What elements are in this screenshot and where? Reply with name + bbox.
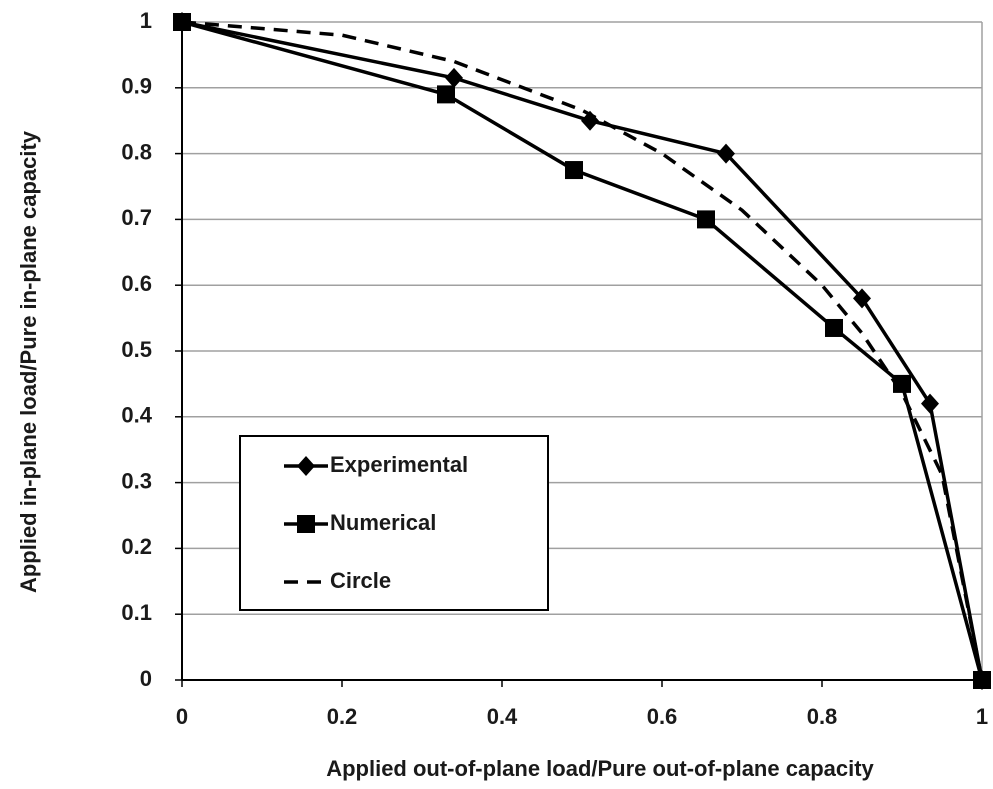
y-tick-label: 0.4	[121, 403, 152, 428]
y-tick-label: 0.3	[121, 468, 152, 493]
y-tick-label: 0.6	[121, 271, 152, 296]
legend-label: Numerical	[330, 510, 436, 535]
y-tick-label: 0.2	[121, 534, 152, 559]
x-tick-label: 0.8	[807, 704, 838, 729]
x-tick-label: 0.6	[647, 704, 678, 729]
diamond-marker	[853, 288, 871, 309]
legend-label: Experimental	[330, 452, 468, 477]
diamond-marker	[921, 393, 939, 414]
y-tick-label: 1	[140, 8, 152, 33]
diamond-marker	[445, 67, 463, 88]
y-tick-label: 0.5	[121, 337, 152, 362]
y-tick-label: 0.8	[121, 139, 152, 164]
diamond-marker	[297, 456, 315, 476]
y-axis-title: Applied in-plane load/Pure in-plane capa…	[16, 130, 41, 593]
x-tick-label: 0.4	[487, 704, 518, 729]
y-tick-label: 0	[140, 666, 152, 691]
y-tick-label: 0.9	[121, 74, 152, 99]
x-axis-title: Applied out-of-plane load/Pure out-of-pl…	[326, 756, 874, 781]
square-marker	[297, 515, 315, 533]
square-marker	[565, 161, 583, 180]
diamond-marker	[717, 143, 735, 164]
square-marker	[825, 318, 843, 337]
square-marker	[697, 210, 715, 229]
square-marker	[973, 671, 991, 689]
x-tick-label: 0	[176, 704, 188, 729]
x-tick-label: 0.2	[327, 704, 358, 729]
y-tick-label: 0.1	[121, 600, 152, 625]
x-tick-label: 1	[976, 704, 988, 729]
square-marker	[437, 85, 455, 104]
series-line	[181, 20, 984, 681]
y-tick-label: 0.7	[121, 205, 152, 230]
legend-label: Circle	[330, 568, 391, 593]
